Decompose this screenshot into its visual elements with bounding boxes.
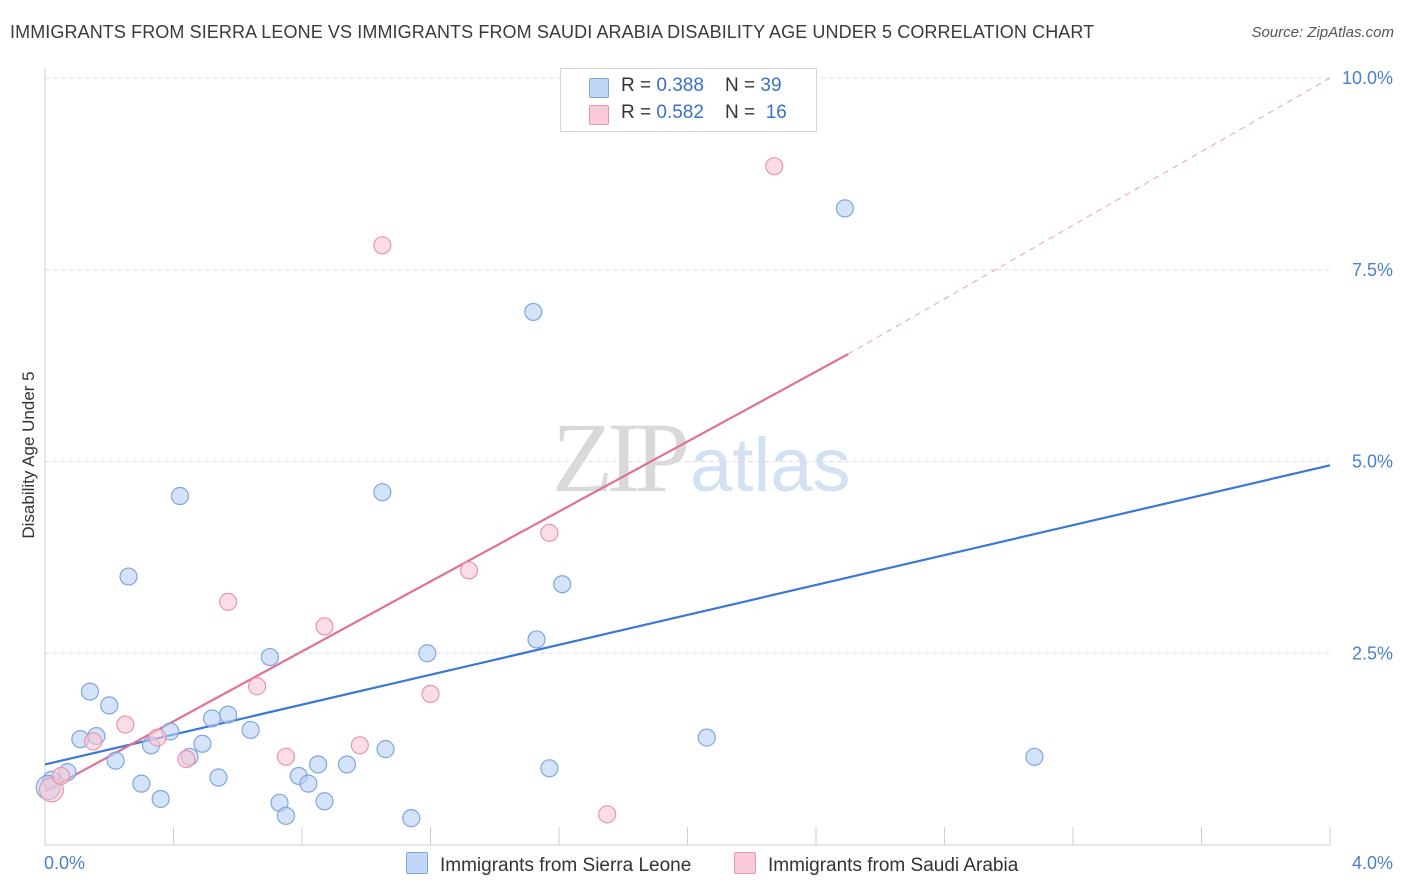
- point-sierra-leone: [527, 630, 546, 649]
- point-sierra-leone: [402, 809, 421, 828]
- x-tick-label: 4.0%: [1352, 853, 1393, 873]
- point-saudi-arabia: [116, 715, 135, 734]
- point-sierra-leone: [276, 806, 296, 825]
- watermark-zip: ZIP: [552, 402, 690, 513]
- point-sierra-leone: [553, 575, 572, 594]
- point-sierra-leone: [524, 302, 543, 322]
- legend-stats-sierra-leone: R = 0.388 N = 39: [621, 75, 782, 97]
- point-sierra-leone: [119, 567, 138, 586]
- grid-lines: [45, 77, 1330, 654]
- legend-item-saudi-arabia: Immigrants from Saudi Arabia: [734, 852, 1018, 877]
- point-sierra-leone: [308, 755, 328, 774]
- legend-r-label: R =: [621, 75, 657, 96]
- legend-r-label: R =: [621, 102, 657, 123]
- correlation-legend: R = 0.388 N = 39 R = 0.582 N = 16: [560, 68, 817, 132]
- legend-swatch-blue: [406, 852, 428, 874]
- point-sierra-leone: [697, 728, 716, 747]
- point-saudi-arabia: [84, 732, 103, 751]
- point-saudi-arabia: [598, 805, 617, 824]
- point-saudi-arabia: [421, 684, 440, 704]
- point-sierra-leone: [260, 647, 279, 667]
- legend-swatch-pink: [589, 105, 609, 125]
- point-sierra-leone: [835, 199, 855, 218]
- y-tick-label: 7.5%: [1352, 260, 1393, 280]
- legend-swatch-pink: [734, 852, 756, 874]
- watermark-atlas: atlas: [690, 423, 851, 508]
- point-sierra-leone: [376, 740, 395, 759]
- trend-line-sierra-leone: [44, 464, 1331, 766]
- point-sierra-leone: [373, 483, 392, 502]
- point-saudi-arabia: [51, 766, 71, 786]
- legend-r-value: 0.582: [656, 102, 704, 123]
- point-saudi-arabia: [177, 749, 196, 769]
- trend-extension-saudi-arabia: [847, 77, 1331, 355]
- point-sierra-leone: [209, 768, 228, 787]
- point-sierra-leone: [315, 792, 334, 811]
- point-sierra-leone: [540, 759, 559, 778]
- point-sierra-leone: [151, 789, 170, 809]
- point-saudi-arabia: [540, 523, 559, 542]
- point-sierra-leone: [337, 755, 357, 774]
- point-sierra-leone: [100, 696, 119, 715]
- trend-lines: [44, 77, 1331, 793]
- point-saudi-arabia: [219, 592, 238, 611]
- axes: [44, 68, 1331, 846]
- point-sierra-leone: [418, 644, 437, 663]
- point-sierra-leone: [170, 486, 190, 506]
- source-label: Source: ZipAtlas.com: [1251, 24, 1394, 41]
- legend-n-label: N =: [725, 102, 761, 123]
- data-points: [35, 157, 1044, 828]
- trend-line-saudi-arabia: [44, 353, 849, 793]
- legend-label-sierra-leone: Immigrants from Sierra Leone: [440, 855, 692, 876]
- watermark: ZIPatlas: [552, 400, 851, 515]
- point-sierra-leone: [132, 774, 151, 793]
- legend-n-value: 16: [765, 102, 787, 123]
- point-sierra-leone: [106, 751, 125, 770]
- point-sierra-leone: [193, 734, 212, 753]
- tick-labels: 2.5% 5.0% 7.5% 10.0% 0.0% 4.0%: [44, 68, 1393, 873]
- y-tick-label: 5.0%: [1352, 452, 1393, 472]
- point-saudi-arabia: [247, 677, 267, 696]
- point-sierra-leone: [219, 705, 238, 724]
- legend-n-label: N =: [725, 75, 761, 96]
- point-saudi-arabia: [350, 736, 369, 755]
- legend-r-value: 0.388: [656, 75, 704, 96]
- point-saudi-arabia: [765, 157, 784, 176]
- point-saudi-arabia: [148, 728, 167, 747]
- y-tick-label: 10.0%: [1342, 68, 1393, 88]
- legend-n-value: 39: [760, 75, 782, 96]
- legend-swatch-blue: [589, 78, 609, 98]
- x-tick-label: 0.0%: [44, 853, 85, 873]
- legend-item-sierra-leone: Immigrants from Sierra Leone: [406, 852, 691, 877]
- chart-title: IMMIGRANTS FROM SIERRA LEONE VS IMMIGRAN…: [10, 22, 1095, 42]
- point-sierra-leone: [80, 682, 100, 701]
- point-saudi-arabia: [276, 747, 296, 766]
- point-sierra-leone: [299, 774, 318, 793]
- legend-label-saudi-arabia: Immigrants from Saudi Arabia: [768, 855, 1019, 876]
- y-axis-label: Disability Age Under 5: [19, 371, 38, 538]
- legend-stats-saudi-arabia: R = 0.582 N = 16: [621, 102, 787, 124]
- point-saudi-arabia: [373, 236, 392, 255]
- point-sierra-leone: [1025, 747, 1044, 766]
- point-saudi-arabia: [459, 561, 479, 580]
- point-sierra-leone: [241, 720, 260, 740]
- point-saudi-arabia: [315, 617, 334, 636]
- y-tick-label: 2.5%: [1352, 643, 1393, 663]
- point-sierra-leone: [202, 709, 222, 728]
